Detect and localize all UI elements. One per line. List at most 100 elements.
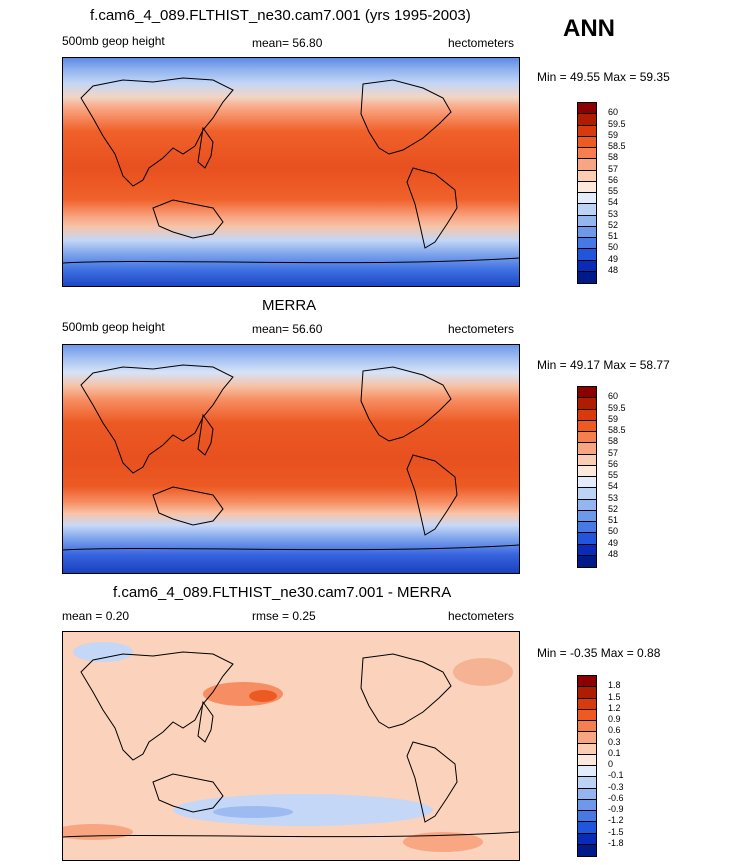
panel-2-variable-label: 500mb geop height [62,320,165,334]
colorbar-swatch [578,844,596,856]
colorbar-tick-label: 48 [608,264,619,275]
colorbar-tick-label: 52 [608,503,619,514]
panel-3-coastline [63,642,519,852]
colorbar-swatch [578,732,596,744]
colorbar-swatch [578,271,596,283]
colorbar-swatch [578,799,596,811]
colorbar-tick-label: -1.8 [608,837,624,848]
colorbar-swatch [578,533,596,545]
panel-1-coastline [63,77,519,264]
colorbar-tick-label: 50 [608,242,619,253]
colorbar-tick-label: 48 [608,548,619,559]
colorbar-tick-label: 0.6 [608,725,621,736]
colorbar-swatch [578,822,596,834]
colorbar-swatch [578,226,596,238]
colorbar-tick-label: -0.6 [608,792,624,803]
colorbar-tick-label: 58.5 [608,141,626,151]
colorbar-tick-label: 55 [608,186,619,196]
panel-3-mean-label: mean = 0.20 [62,609,130,623]
colorbar-tick-label: 54 [608,481,619,492]
colorbar-tick-label: 56 [608,174,619,185]
colorbar-swatch [578,136,596,148]
colorbar-tick-label: 49 [608,537,619,548]
colorbar-swatch [578,204,596,216]
colorbar-swatch [578,454,596,466]
colorbar-swatch [578,170,596,182]
colorbar-swatch [578,260,596,272]
colorbar-tick-label: 59.5 [608,402,626,413]
colorbar-swatch [578,398,596,410]
colorbar-swatch [578,544,596,556]
panel-1-mean-label: mean= 56.80 [252,36,323,50]
panel-1-variable-label: 500mb geop height [62,34,165,48]
colorbar-swatch [578,721,596,733]
panel-1-colorbar [577,102,597,284]
colorbar-swatch [578,420,596,432]
colorbar-swatch [578,159,596,171]
colorbar-swatch [578,238,596,250]
colorbar-tick-label: 0.3 [608,736,621,747]
colorbar-tick-label: 49 [608,253,619,264]
colorbar-swatch [578,432,596,444]
colorbar-swatch [578,387,596,399]
colorbar-swatch [578,409,596,421]
colorbar-tick-label: 0.9 [608,714,621,724]
colorbar-tick-label: 54 [608,197,619,208]
colorbar-swatch [578,114,596,126]
colorbar-swatch [578,510,596,522]
colorbar-tick-label: 58 [608,436,619,447]
colorbar-swatch [578,499,596,511]
colorbar-tick-label: 51 [608,515,619,525]
colorbar-tick-label: 0.1 [608,747,621,758]
panel-3-map [62,631,520,861]
colorbar-swatch [578,555,596,567]
colorbar-swatch [578,488,596,500]
colorbar-tick-label: 1.8 [608,680,621,691]
colorbar-tick-label: -0.3 [608,781,624,792]
colorbar-swatch [578,766,596,778]
colorbar-tick-label: 1.5 [608,691,621,702]
colorbar-tick-label: 51 [608,231,619,241]
colorbar-swatch [578,522,596,534]
colorbar-swatch [578,465,596,477]
colorbar-tick-label: 50 [608,526,619,537]
colorbar-swatch [578,477,596,489]
panel-3-rmse-label: rmse = 0.25 [252,609,316,623]
colorbar-swatch [578,103,596,115]
colorbar-swatch [578,193,596,205]
panel-3-units-label: hectometers [448,609,515,623]
panel-2-mean-label: mean= 56.60 [252,322,323,336]
colorbar-swatch [578,181,596,193]
panel-2-minmax-label: Min = 49.17 Max = 58.77 [537,358,670,372]
colorbar-tick-label: 59.5 [608,118,626,129]
colorbar-swatch [578,709,596,721]
colorbar-tick-label: 60 [608,107,619,118]
panel-1-minmax-label: Min = 49.55 Max = 59.35 [537,70,670,84]
colorbar-swatch [578,788,596,800]
colorbar-tick-label: 59 [608,129,619,140]
colorbar-tick-label: 59 [608,413,619,424]
colorbar-swatch [578,249,596,261]
colorbar-tick-label: 53 [608,492,619,503]
colorbar-tick-label: -1.5 [608,826,624,837]
panel-3-title: f.cam6_4_089.FLTHIST_ne30.cam7.001 - MER… [113,584,452,601]
panel-2-coastline [63,364,519,551]
colorbar-swatch [578,125,596,137]
panel-2-map [62,344,520,574]
panel-2-colorbar [577,386,597,568]
colorbar-tick-label: 60 [608,391,619,402]
panel-3-colorbar [577,675,597,857]
colorbar-tick-label: -0.1 [608,770,624,781]
colorbar-swatch [578,698,596,710]
colorbar-swatch [578,443,596,455]
colorbar-swatch [578,148,596,160]
colorbar-swatch [578,676,596,688]
colorbar-tick-label: 57 [608,447,619,458]
colorbar-tick-label: 55 [608,470,619,480]
panel-1-title: f.cam6_4_089.FLTHIST_ne30.cam7.001 (yrs … [90,7,471,24]
colorbar-tick-label: 53 [608,208,619,219]
colorbar-tick-label: 58.5 [608,425,626,435]
panel-1-map [62,57,520,287]
panel-1-units-label: hectometers [448,36,515,50]
colorbar-swatch [578,777,596,789]
